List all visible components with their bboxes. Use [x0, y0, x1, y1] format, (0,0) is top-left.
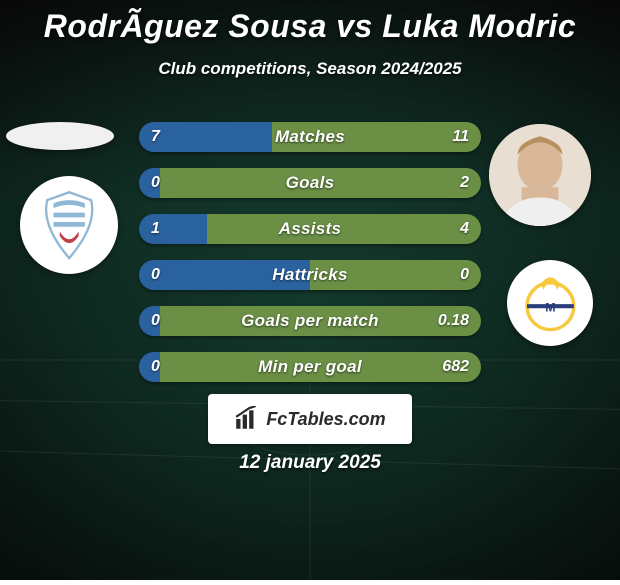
stat-value-right: 0.18 — [438, 306, 469, 336]
brand-text: FcTables.com — [266, 409, 385, 430]
person-silhouette-icon — [489, 124, 591, 226]
stat-row: 0Goals per match0.18 — [139, 306, 481, 336]
footer-date: 12 january 2025 — [0, 452, 620, 474]
stat-label: Goals per match — [139, 306, 481, 336]
club-right-crest: M — [507, 260, 593, 346]
celta-crest-icon — [30, 186, 108, 264]
stat-value-right: 4 — [460, 214, 469, 244]
stat-row: 0Goals2 — [139, 168, 481, 198]
stat-value-right: 0 — [460, 260, 469, 290]
stat-label: Goals — [139, 168, 481, 198]
stat-label: Hattricks — [139, 260, 481, 290]
comparison-subtitle: Club competitions, Season 2024/2025 — [0, 59, 620, 79]
stat-label: Min per goal — [139, 352, 481, 382]
real-madrid-crest-icon: M — [516, 269, 585, 338]
player-right-avatar — [489, 124, 591, 226]
stats-list: 7Matches110Goals21Assists40Hattricks00Go… — [139, 122, 481, 398]
stat-label: Assists — [139, 214, 481, 244]
player-left-avatar — [6, 122, 114, 150]
stat-row: 7Matches11 — [139, 122, 481, 152]
stat-value-right: 11 — [452, 122, 469, 152]
stat-row: 1Assists4 — [139, 214, 481, 244]
comparison-title: RodrÃ­guez Sousa vs Luka Modric — [0, 0, 620, 45]
stat-label: Matches — [139, 122, 481, 152]
bar-chart-icon — [234, 406, 260, 432]
club-left-crest — [20, 176, 118, 274]
stat-row: 0Hattricks0 — [139, 260, 481, 290]
brand-badge[interactable]: FcTables.com — [208, 394, 412, 444]
svg-text:M: M — [545, 300, 555, 314]
stat-value-right: 682 — [442, 352, 469, 382]
stat-row: 0Min per goal682 — [139, 352, 481, 382]
stat-value-right: 2 — [460, 168, 469, 198]
